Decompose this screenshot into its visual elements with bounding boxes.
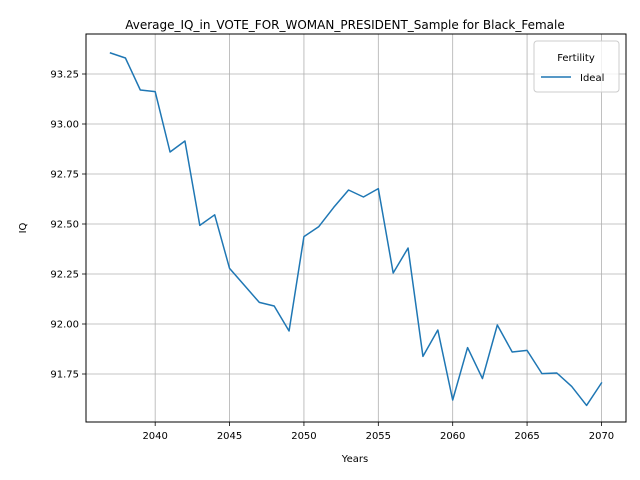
series-layer	[109, 52, 603, 407]
y-axis-label: IQ	[18, 222, 29, 233]
x-tick-label: 2040	[142, 431, 167, 442]
x-axis-label: Years	[341, 454, 368, 465]
grid-lines	[86, 34, 626, 422]
chart-title: Average_IQ_in_VOTE_FOR_WOMAN_PRESIDENT_S…	[125, 18, 565, 32]
x-tick-label: 2060	[440, 431, 465, 442]
series-line-ideal	[109, 52, 603, 407]
plot-frame	[85, 33, 627, 423]
x-tick-label: 2050	[291, 431, 316, 442]
legend-label-ideal: Ideal	[580, 73, 604, 84]
y-tick-label: 91.75	[50, 370, 79, 381]
legend-box	[533, 40, 620, 93]
x-tick-label: 2045	[217, 431, 242, 442]
y-tick-label: 93.25	[50, 70, 79, 81]
x-tick-label: 2070	[589, 431, 614, 442]
x-axis-ticks: 2040 2045 2050 2055 2060 2065 2070	[142, 422, 614, 442]
legend: Fertility Ideal	[533, 40, 620, 93]
y-axis-ticks: 91.75 92.00 92.25 92.50 92.75 93.00 93.25	[50, 70, 86, 381]
x-tick-label: 2065	[514, 431, 539, 442]
y-tick-label: 92.75	[50, 170, 79, 181]
y-tick-label: 92.00	[50, 320, 79, 331]
y-tick-label: 92.25	[50, 270, 79, 281]
x-tick-label: 2055	[366, 431, 391, 442]
y-tick-label: 92.50	[50, 220, 79, 231]
legend-title: Fertility	[557, 53, 595, 64]
y-tick-label: 93.00	[50, 120, 79, 131]
